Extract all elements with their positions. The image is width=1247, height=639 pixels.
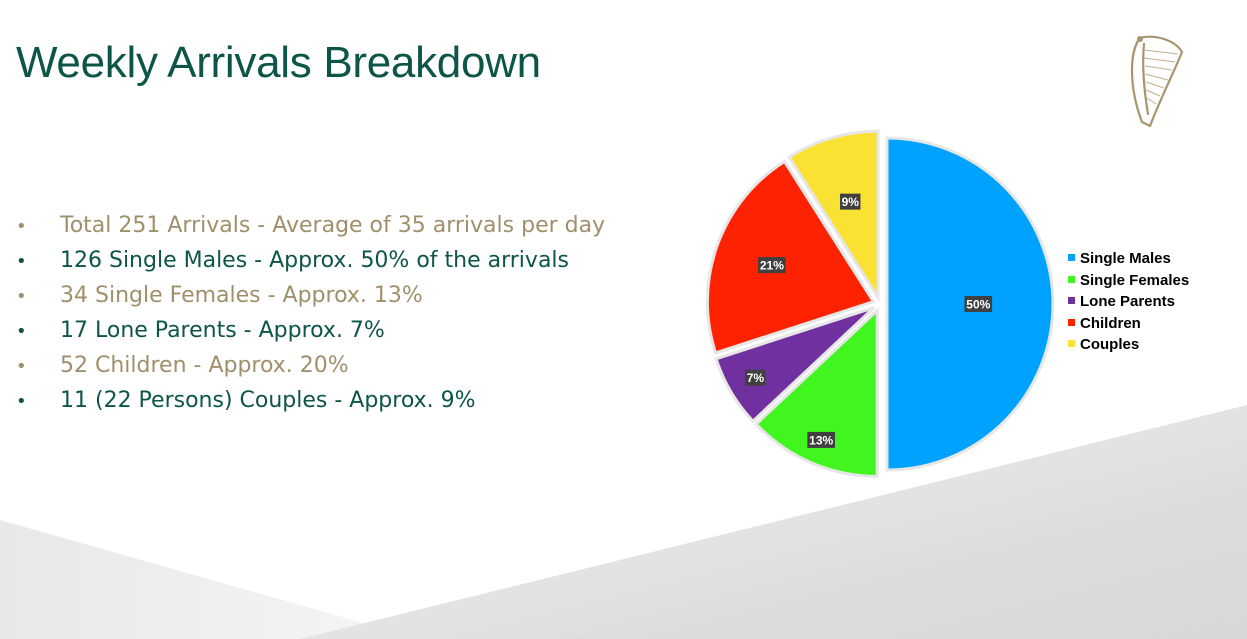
bullet-text: 52 Children - Approx. 20% xyxy=(60,353,349,378)
data-label-text: 50% xyxy=(966,298,990,312)
data-label: 13% xyxy=(807,431,835,448)
legend-swatch xyxy=(1068,275,1075,283)
pie-slice-couples xyxy=(787,129,880,303)
bullet-item: • Total 251 Arrivals - Average of 35 arri… xyxy=(16,208,605,243)
data-label: 9% xyxy=(840,193,861,210)
legend-swatch xyxy=(1068,254,1075,261)
data-label-box xyxy=(807,431,835,448)
pie-slice-children xyxy=(705,159,876,355)
legend-swatch xyxy=(1068,297,1075,305)
bullet-item: • 17 Lone Parents - Approx. 7% xyxy=(16,313,605,348)
legend-label: Children xyxy=(1080,314,1141,332)
data-label-text: 9% xyxy=(842,195,860,209)
legend-label: Lone Parents xyxy=(1080,293,1176,311)
chart-legend: Single Males Single Females Lone Parents Ch… xyxy=(1068,248,1189,356)
bullet-text: 17 Lone Parents - Approx. 7% xyxy=(60,318,385,343)
bullet-dot: • xyxy=(16,286,27,307)
legend-item: Lone Parents xyxy=(1068,291,1189,313)
pie-slice-single-females xyxy=(754,306,879,478)
legend-label: Single Males xyxy=(1080,250,1171,267)
bullet-text: 34 Single Females - Approx. 13% xyxy=(60,283,423,308)
legend-swatch xyxy=(1068,340,1075,348)
legend-label: Couples xyxy=(1080,336,1140,354)
data-label-text: 21% xyxy=(760,259,784,273)
data-label-text: 7% xyxy=(747,371,765,385)
bullet-dot: • xyxy=(16,251,27,272)
bullet-dot: • xyxy=(16,356,27,377)
legend-item: Children xyxy=(1068,313,1189,335)
data-label: 21% xyxy=(758,257,786,274)
data-label: 7% xyxy=(745,369,766,386)
legend-item: Single Females xyxy=(1068,270,1189,292)
data-label-text: 13% xyxy=(809,433,833,447)
pie-slice-lone-parents xyxy=(714,306,876,424)
legend-item: Couples xyxy=(1068,334,1189,356)
legend-swatch xyxy=(1068,318,1075,326)
bullet-dot: • xyxy=(16,216,27,237)
data-label-box xyxy=(758,257,786,274)
bullet-text: Total 251 Arrivals - Average of 35 arriv… xyxy=(60,213,606,238)
data-label-box xyxy=(840,193,861,210)
data-label-box xyxy=(745,369,766,386)
bullet-dot: • xyxy=(16,321,27,342)
page-title: Weekly Arrivals Breakdown xyxy=(16,38,541,87)
data-label-box xyxy=(964,296,993,312)
bullet-text: 126 Single Males - Approx. 50% of the ar… xyxy=(60,248,569,273)
pie-chart: 50% 13% 7% 21% 9% xyxy=(705,129,1055,478)
bullet-item: • 34 Single Females - Approx. 13% xyxy=(16,278,605,313)
bullet-item: • 126 Single Males - Approx. 50% of the a… xyxy=(16,243,605,278)
harp-icon xyxy=(1130,35,1184,128)
bullet-text: 11 (22 Persons) Couples - Approx. 9% xyxy=(60,388,476,413)
bullet-dot: • xyxy=(16,391,27,412)
bullet-list: • Total 251 Arrivals - Average of 35 arri… xyxy=(16,208,605,418)
data-label: 50% xyxy=(964,296,993,312)
bullet-item: • 11 (22 Persons) Couples - Approx. 9% xyxy=(16,383,605,418)
legend-label: Single Females xyxy=(1080,271,1190,289)
legend-item: Single Males xyxy=(1068,248,1189,270)
bullet-item: • 52 Children - Approx. 20% xyxy=(16,348,605,383)
